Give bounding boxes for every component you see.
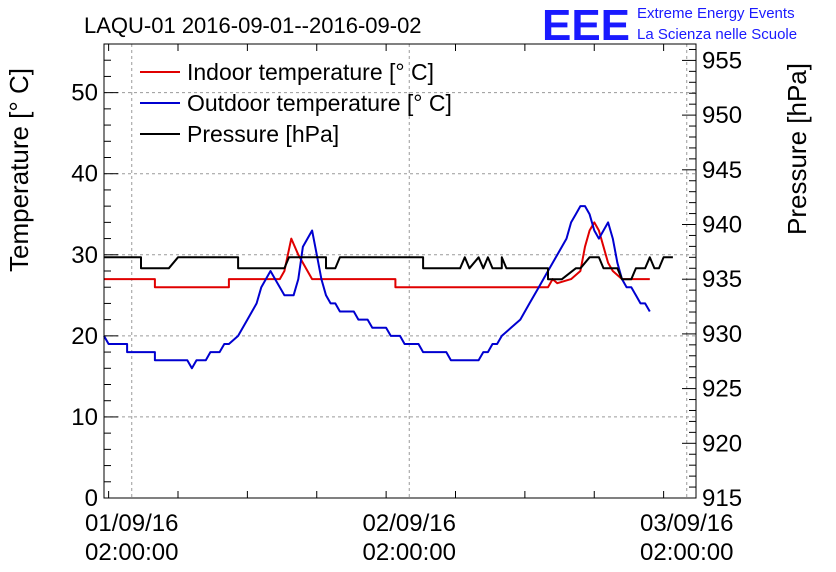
x-tick-label-date: 02/09/16 [363, 510, 456, 537]
y-right-tick-label: 915 [702, 485, 742, 512]
y-right-tick-label: 935 [702, 266, 742, 293]
legend: Indoor temperature [° C] Outdoor temperat… [140, 59, 452, 147]
x-tick-label-time: 02:00:00 [640, 539, 733, 566]
eee-logo-mark: EEE [542, 1, 630, 50]
legend-label-3: Pressure [hPa] [187, 121, 339, 147]
y-right-tick-label: 930 [702, 321, 742, 348]
series-line-3 [104, 256, 673, 281]
series-layer [103, 205, 673, 370]
y-right-tick-label: 950 [702, 102, 742, 129]
y-right-tick-label: 925 [702, 376, 742, 403]
series-line-1 [104, 221, 650, 289]
x-tick-label-date: 01/09/16 [85, 510, 178, 537]
y-right-tick-label: 955 [702, 47, 742, 74]
y-left-tick-label: 0 [85, 485, 98, 512]
axes: 0 10 20 30 40 50 915 920 925 930 935 940 945 950 955 01… [71, 43, 742, 566]
y-left-tick-label: 30 [71, 242, 98, 269]
x-tick-label-time: 02:00:00 [85, 539, 178, 566]
series-line-2 [103, 205, 651, 370]
y-right-tick-label: 940 [702, 212, 742, 239]
y-left-tick-label: 10 [71, 404, 98, 431]
y-axis-title-right: Pressure [hPa] [782, 63, 812, 235]
eee-logo-line-1: Extreme Energy Events [637, 5, 795, 22]
y-left-tick-label: 50 [71, 80, 98, 107]
grid [104, 44, 696, 498]
legend-label-2: Outdoor temperature [° C] [187, 90, 452, 116]
y-left-tick-label: 40 [71, 161, 98, 188]
eee-logo: EEE Extreme Energy Events La Scienza nel… [542, 1, 797, 50]
x-tick-label-date: 03/09/16 [640, 510, 733, 537]
eee-logo-line-2: La Scienza nelle Scuole [637, 26, 797, 43]
x-tick-label-time: 02:00:00 [363, 539, 456, 566]
chart-title: LAQU-01 2016-09-01--2016-09-02 [84, 13, 422, 38]
y-axis-title-left: Temperature [° C] [4, 68, 34, 272]
legend-label-1: Indoor temperature [° C] [187, 59, 434, 85]
y-right-tick-label: 945 [702, 157, 742, 184]
y-right-tick-label: 920 [702, 430, 742, 457]
y-left-tick-label: 20 [71, 323, 98, 350]
